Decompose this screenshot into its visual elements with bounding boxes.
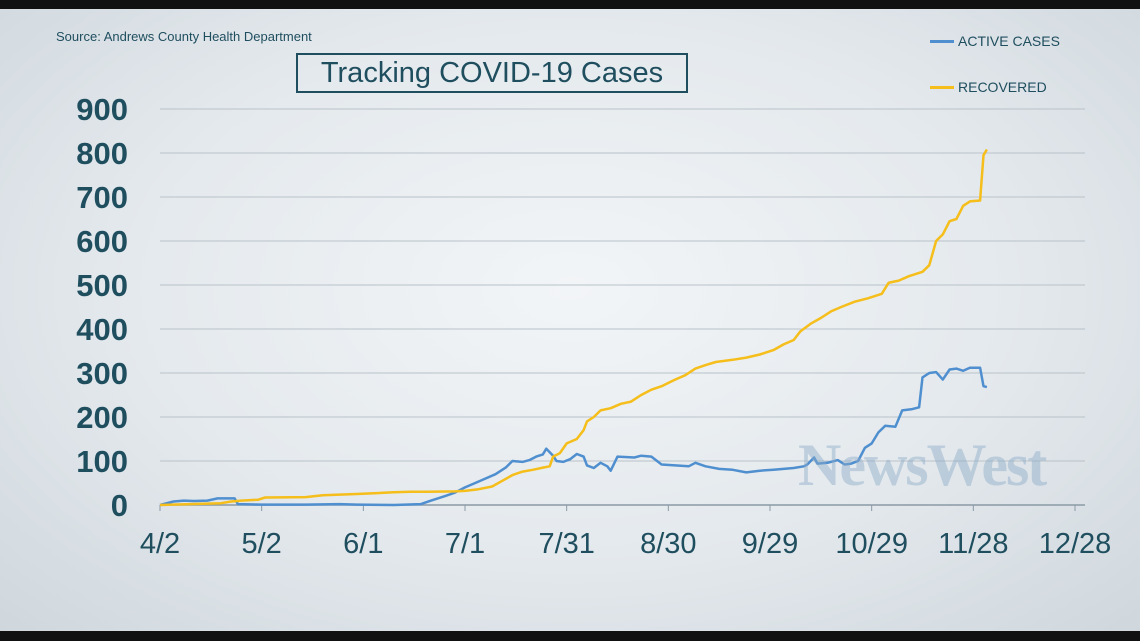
y-tick-label: 200 bbox=[76, 400, 128, 435]
y-tick-label: 400 bbox=[76, 312, 128, 347]
x-tick-label: 10/29 bbox=[835, 528, 908, 560]
axis-labels: 0 100 200 300 400 500 600 700 800 900 4/2 5/2 6/1 7/1… bbox=[76, 92, 1111, 560]
y-tick-label: 100 bbox=[76, 444, 128, 479]
y-tick-label: 300 bbox=[76, 356, 128, 391]
grid-lines bbox=[159, 108, 1085, 511]
legend-label-recovered: RECOVERED bbox=[958, 79, 1047, 95]
series-line-recovered bbox=[159, 148, 988, 507]
x-tick-label: 12/28 bbox=[1039, 528, 1112, 560]
chart-frame: 0 100 200 300 400 500 600 700 800 900 4/2 5/2 6/1 7/1… bbox=[0, 9, 1140, 631]
y-tick-label: 500 bbox=[76, 268, 128, 303]
newswest-watermark: NewsWest bbox=[798, 432, 1047, 498]
x-tick-label: 7/31 bbox=[538, 528, 594, 560]
x-tick-label: 11/28 bbox=[938, 528, 1008, 560]
legend-label-active: ACTIVE CASES bbox=[958, 33, 1060, 49]
legend-swatch-active bbox=[930, 39, 954, 43]
title-box: Tracking COVID-19 Cases bbox=[296, 53, 688, 93]
source-note: Source: Andrews County Health Department bbox=[56, 29, 312, 44]
x-tick-label: 4/2 bbox=[140, 528, 180, 560]
series-line-active-cases bbox=[159, 366, 988, 507]
line-chart: 0 100 200 300 400 500 600 700 800 900 4/2 5/2 6/1 7/1… bbox=[76, 92, 1111, 560]
series-lines bbox=[159, 148, 988, 507]
y-tick-label: 600 bbox=[76, 224, 128, 259]
x-tick-label: 5/2 bbox=[242, 528, 282, 560]
x-tick-label: 9/29 bbox=[742, 528, 798, 560]
y-tick-label: 900 bbox=[76, 92, 128, 127]
y-tick-label: 800 bbox=[76, 136, 128, 171]
chart-title: Tracking COVID-19 Cases bbox=[320, 56, 664, 89]
legend-swatch-recovered bbox=[930, 85, 954, 89]
legend-item-active-cases: ACTIVE CASES bbox=[930, 33, 1060, 49]
x-tick-label: 7/1 bbox=[445, 528, 485, 560]
legend-item-recovered: RECOVERED bbox=[930, 79, 1047, 95]
x-tick-label: 6/1 bbox=[343, 528, 383, 560]
y-tick-label: 700 bbox=[76, 180, 128, 215]
x-tick-label: 8/30 bbox=[640, 528, 696, 560]
y-tick-label: 0 bbox=[111, 488, 128, 523]
